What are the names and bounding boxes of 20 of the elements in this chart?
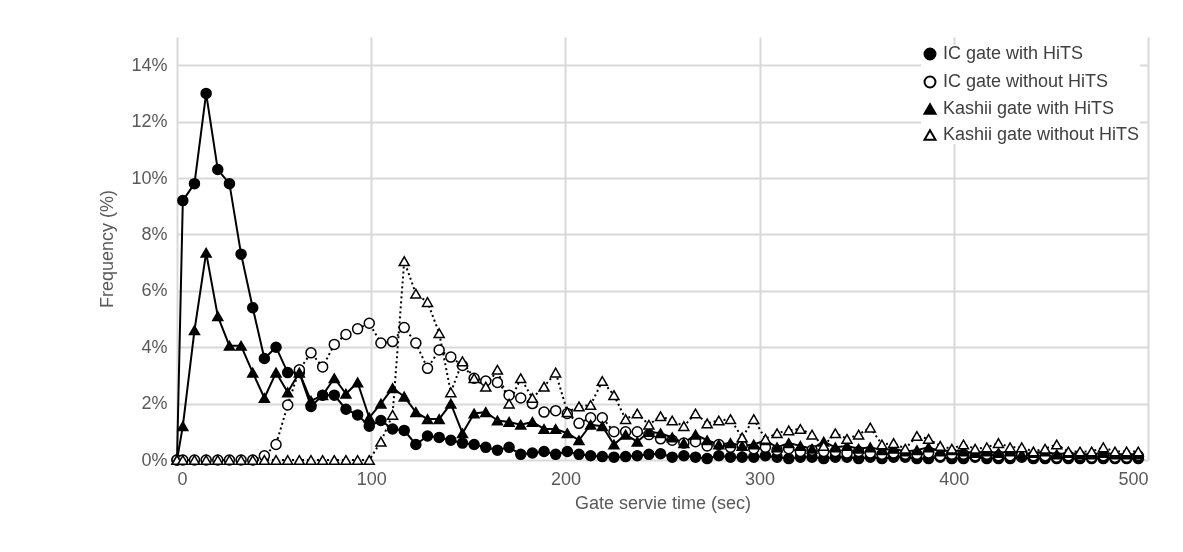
x-axis-title: Gate servie time (sec) xyxy=(574,492,752,513)
y-tick-label: 10% xyxy=(131,167,168,188)
legend-label: Kashii gate with HiTS xyxy=(943,98,1115,118)
x-tick-label: 0 xyxy=(177,468,188,489)
legend-label: Kashii gate without HiTS xyxy=(943,124,1140,144)
y-tick-label: 4% xyxy=(141,336,168,357)
x-tick-label: 400 xyxy=(939,468,970,489)
x-tick-label: 200 xyxy=(550,468,581,489)
y-tick-label: 2% xyxy=(141,393,168,414)
y-tick-label: 8% xyxy=(141,223,168,244)
y-tick-label: 0% xyxy=(141,449,168,470)
legend-label: IC gate with HiTS xyxy=(943,43,1084,63)
legend-label: IC gate without HiTS xyxy=(943,71,1109,91)
y-tick-label: 14% xyxy=(131,54,168,75)
x-tick-label: 100 xyxy=(356,468,387,489)
x-tick-label: 500 xyxy=(1118,468,1149,489)
x-tick-label: 300 xyxy=(745,468,776,489)
y-axis-title: Frequency (%) xyxy=(97,189,118,309)
y-tick-label: 6% xyxy=(141,280,168,301)
y-tick-label: 12% xyxy=(131,111,168,132)
